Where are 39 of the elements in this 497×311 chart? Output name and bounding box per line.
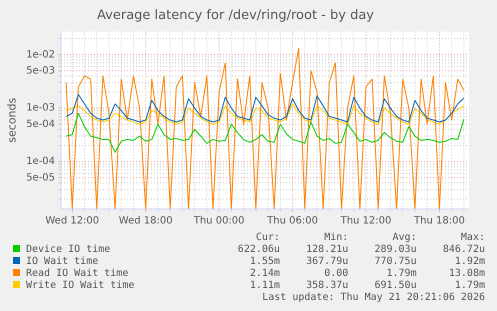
legend-label: Device IO time: [25, 244, 112, 256]
x-tick-label: Wed 12:00: [45, 216, 100, 227]
text: Cur:: [254, 232, 280, 244]
y-tick-label: 5e-03: [26, 65, 56, 76]
text: 1.11m: [248, 280, 280, 292]
text: 358.37u: [305, 280, 348, 292]
text: Max:: [460, 232, 485, 244]
legend-label: Read IO Wait time: [25, 268, 130, 280]
legend-label: Write IO Wait time: [25, 280, 136, 292]
text: 2.14m: [248, 268, 280, 280]
y-tick-label: 1e-02: [26, 49, 56, 60]
y-axis-title: seconds: [5, 98, 18, 143]
text: 691.50u: [373, 280, 417, 292]
text: Last update: Thu May 21 20:21:06 2026: [261, 292, 485, 304]
text: 0.00: [323, 268, 348, 280]
y-tick-label: 1e-03: [26, 102, 56, 114]
text: 622.06u: [236, 244, 280, 256]
x-tick-label: Thu 06:00: [266, 216, 318, 227]
text: 1.92m: [454, 256, 485, 268]
text: 1.79m: [454, 280, 485, 292]
text: 770.75u: [373, 256, 417, 268]
text: 367.79u: [305, 256, 348, 268]
text: Avg:: [392, 232, 417, 244]
text: 846.72u: [442, 244, 485, 256]
x-tick-label: Wed 18:00: [118, 216, 173, 227]
text: 128.21u: [305, 244, 348, 256]
text: 289.03u: [373, 244, 417, 256]
y-tick-label: 5e-05: [26, 172, 56, 184]
text: Min:: [323, 232, 348, 244]
x-tick-label: Thu 00:00: [192, 216, 245, 227]
x-tick-label: Thu 18:00: [413, 216, 465, 227]
text: 13.08m: [448, 268, 485, 280]
y-tick-label: 5e-04: [26, 118, 56, 130]
y-tick-label: 1e-04: [26, 156, 56, 168]
text: 1.55m: [248, 256, 280, 268]
legend-label: IO Wait time: [25, 256, 100, 268]
text: 1.79m: [386, 268, 417, 280]
chart-title: Average latency for /dev/ring/root - by day: [97, 8, 374, 24]
x-tick-label: Thu 12:00: [340, 216, 392, 227]
